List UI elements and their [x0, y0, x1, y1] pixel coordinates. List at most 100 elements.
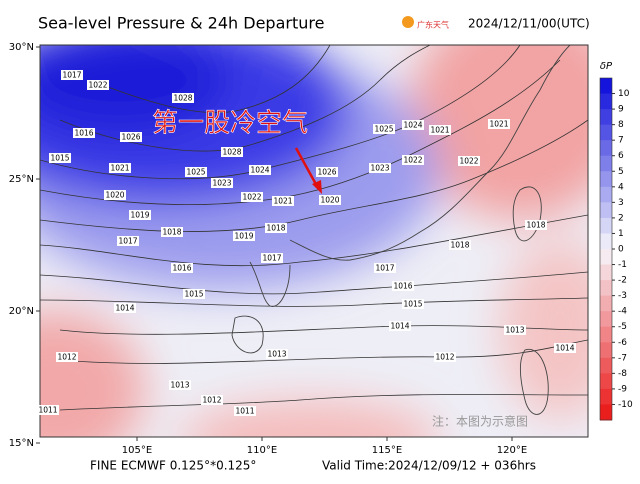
isobar-label-bg — [266, 349, 288, 359]
lat-label: 20°N — [9, 306, 34, 317]
colorbar-tick-label: 9 — [618, 105, 624, 115]
map-frame — [39, 44, 589, 438]
colorbar-cell — [600, 140, 612, 157]
lon-label: 120°E — [497, 445, 527, 456]
annotation: 第一股冷空气 — [152, 109, 308, 139]
colorbar-cell — [600, 280, 612, 297]
colorbar-cell — [600, 217, 612, 234]
isobar-label-bg — [272, 196, 294, 206]
isobar-label: 1021 — [110, 164, 129, 173]
isobar-label-bg — [234, 406, 256, 416]
isobar-label: 1013 — [267, 350, 286, 359]
init-time: 2024/12/11/00(UTC) — [468, 17, 590, 31]
colorbar-cell — [600, 155, 612, 172]
isobar-label-bg — [87, 80, 109, 90]
isobar-label-bg — [402, 299, 424, 309]
isobar-label: 1023 — [212, 179, 231, 188]
isobar-label: 1020 — [320, 196, 339, 205]
colorbar-tick-label: 3 — [618, 198, 624, 208]
isobar-label-bg — [161, 227, 183, 237]
colorbar-cell — [600, 357, 612, 374]
colorbar-tick-label: 4 — [618, 182, 624, 192]
map-field — [40, 45, 588, 437]
isobar-label: 1019 — [130, 211, 149, 220]
isobar-label-bg — [185, 167, 207, 177]
colorbar-cell — [600, 326, 612, 343]
lon-label: 105°E — [122, 445, 152, 456]
logo-text: 广东天气 — [417, 20, 449, 30]
watermark: 注：本图为示意图 — [432, 414, 528, 429]
isobar-label: 1018 — [526, 221, 545, 230]
isobar-label: 1024 — [403, 121, 422, 130]
isobar-label-bg — [434, 352, 456, 362]
isobar-label: 1025 — [186, 168, 205, 177]
lon-label: 115°E — [372, 445, 402, 456]
isobar-label: 1013 — [505, 326, 524, 335]
isobar-label: 1011 — [38, 406, 57, 415]
isobar-label: 1019 — [234, 232, 253, 241]
isobar-label-bg — [261, 253, 283, 263]
lat-label: 15°N — [9, 438, 34, 449]
colorbar-tick-label: 8 — [618, 120, 624, 130]
isobar-label-bg — [171, 263, 193, 273]
colorbar-tick-label: -1 — [618, 260, 627, 270]
colorbar-tick-label: -5 — [618, 322, 627, 332]
colorbar-cell — [600, 78, 612, 95]
colorbar-cell — [600, 93, 612, 110]
isobar-label-bg — [488, 119, 510, 129]
isobar-label: 1016 — [393, 282, 412, 291]
colorbar-cell — [600, 233, 612, 250]
isobar-label: 1022 — [88, 81, 107, 90]
isobar-label-bg — [114, 303, 136, 313]
colorbar-label: δP — [600, 61, 613, 72]
isobar-label: 1022 — [403, 156, 422, 165]
isobar-label-bg — [265, 223, 287, 233]
colorbar-tick-label: 2 — [618, 213, 624, 223]
isobar-label: 1016 — [172, 264, 191, 273]
isobar-label: 1020 — [105, 191, 124, 200]
isobar-label: 1017 — [262, 254, 281, 263]
isobar-label-bg — [211, 178, 233, 188]
colorbar-tick-label: 5 — [618, 167, 624, 177]
colorbar-tick-label: 10 — [618, 89, 630, 99]
colorbar-tick-label: -7 — [618, 353, 627, 363]
isobar-labels: 1017 1022 1028 1026 1016 1015 1021 1020 1025 1028… — [37, 70, 576, 416]
isobar-label-bg — [504, 325, 526, 335]
colorbar-tick-label: -8 — [618, 369, 627, 379]
lat-label: 30°N — [9, 42, 34, 53]
isobar-label-bg — [201, 395, 223, 405]
isobar-label-bg — [233, 231, 255, 241]
isobar-label: 1015 — [403, 300, 422, 309]
isobar-label: 1018 — [266, 224, 285, 233]
colorbar-cell — [600, 109, 612, 126]
isobar-label-bg — [129, 210, 151, 220]
isobar-label-bg — [402, 120, 424, 130]
isobar-label: 1012 — [435, 353, 454, 362]
isobar-label: 1021 — [273, 197, 292, 206]
isobar-label-bg — [120, 132, 142, 142]
isobar-label: 1012 — [202, 396, 221, 405]
isobar-label-bg — [61, 70, 83, 80]
isobar-label-bg — [554, 343, 576, 353]
isobar-label: 1021 — [489, 120, 508, 129]
isobar-label-bg — [37, 405, 59, 415]
isobar-label: 1022 — [459, 157, 478, 166]
isobar-label-bg — [402, 155, 424, 165]
model-info: FINE ECMWF 0.125°*0.125° — [90, 459, 256, 473]
colorbar-cell — [600, 186, 612, 203]
lat-label: 25°N — [9, 174, 34, 185]
isobar-label: 1012 — [57, 353, 76, 362]
isobar-label-bg — [458, 156, 480, 166]
isobar-label: 1026 — [317, 168, 336, 177]
isobar-label-bg — [73, 128, 95, 138]
isobar-label: 1025 — [374, 125, 393, 134]
isobar-label-bg — [374, 263, 396, 273]
colorbar-tick-label: 7 — [618, 136, 624, 146]
colorbar-tick-label: 1 — [618, 229, 624, 239]
isobar-label-bg — [319, 195, 341, 205]
isobar-label-bg — [392, 281, 414, 291]
isobar-label: 1016 — [74, 129, 93, 138]
isobar-label: 1013 — [170, 381, 189, 390]
isobar-label-bg — [429, 125, 451, 135]
